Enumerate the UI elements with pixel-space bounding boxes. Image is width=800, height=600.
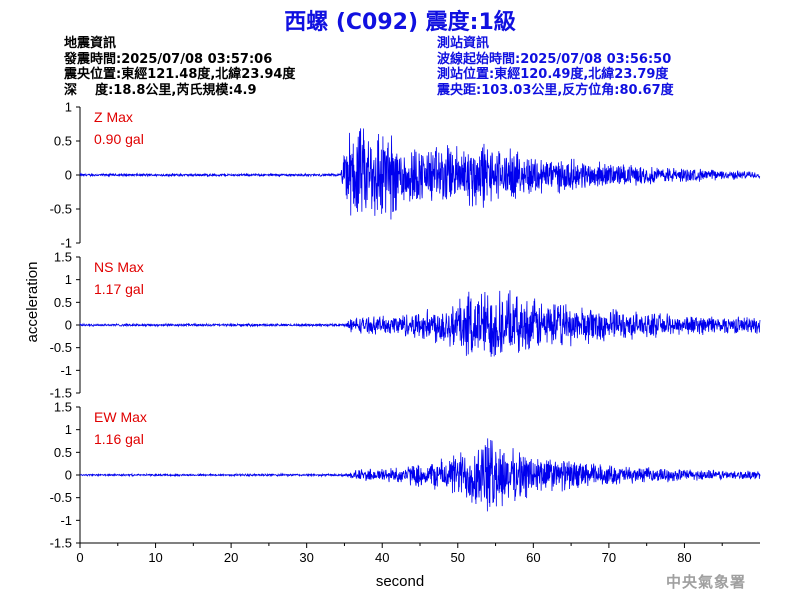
y-tick-label: -0.5: [50, 340, 72, 355]
station-location: 測站位置:東經120.49度,北緯23.79度: [437, 67, 669, 82]
x-tick-label: 50: [451, 550, 465, 565]
y-tick-label: 0.5: [54, 445, 72, 460]
x-tick-label: 70: [602, 550, 616, 565]
panel-2: 1.5 1 0.5 0 -0.5 -1 -1.5 EW Max 1.16 gal: [50, 400, 761, 551]
max-value: 1.17 gal: [94, 281, 144, 297]
depth-magnitude: 深 度:18.8公里,芮氏規模:4.9: [64, 82, 257, 98]
y-tick-label: 0.5: [54, 295, 72, 310]
y-tick-label: 0: [65, 168, 72, 183]
max-value: 0.90 gal: [94, 131, 144, 147]
y-tick-label: 1.5: [54, 250, 72, 265]
y-tick-label: -1.5: [50, 536, 72, 551]
y-tick-label: 0.5: [54, 134, 72, 149]
x-tick-label: 20: [224, 550, 238, 565]
x-axis-label: second: [376, 573, 424, 590]
y-tick-label: 1: [65, 422, 72, 437]
event-info-heading: 地震資訊: [64, 36, 117, 51]
max-label: Z Max: [94, 109, 133, 125]
panel-1: 1.5 1 0.5 0 -0.5 -1 -1.5 NS Max 1.17 gal: [50, 250, 761, 401]
x-tick-label: 0: [76, 550, 83, 565]
epicenter: 震央位置:東經121.48度,北緯23.94度: [64, 67, 296, 82]
y-axis-label: acceleration: [24, 262, 41, 343]
x-tick-label: 60: [526, 550, 540, 565]
y-tick-label: -0.5: [50, 202, 72, 217]
y-tick-label: -1: [60, 363, 72, 378]
y-tick-label: 0: [65, 468, 72, 483]
y-tick-label: -0.5: [50, 490, 72, 505]
max-label: EW Max: [94, 409, 147, 425]
panel-0: 1 0.5 0 -0.5 -1 Z Max 0.90 gal: [50, 100, 761, 251]
waveform-trace: [79, 438, 761, 512]
x-tick-label: 40: [375, 550, 389, 565]
max-label: NS Max: [94, 259, 144, 275]
distance-azimuth: 震央距:103.03公里,反方位角:80.67度: [437, 82, 674, 98]
station-info-heading: 測站資訊: [437, 36, 490, 51]
y-tick-label: 1: [65, 272, 72, 287]
y-tick-label: 1: [65, 100, 72, 115]
waveform-trace: [79, 128, 761, 220]
y-tick-label: -1.5: [50, 386, 72, 401]
wave-start-time: 波線起始時間:2025/07/08 03:56:50: [437, 51, 672, 67]
station-info: 測站資訊 波線起始時間:2025/07/08 03:56:50 測站位置:東經1…: [437, 36, 674, 98]
y-tick-label: 0: [65, 318, 72, 333]
y-tick-label: -1: [60, 513, 72, 528]
origin-time: 發震時間:2025/07/08 03:57:06: [64, 51, 273, 67]
y-tick-label: -1: [60, 236, 72, 251]
x-tick-label: 10: [148, 550, 162, 565]
agency-watermark: 中央氣象署: [665, 573, 746, 591]
page-title: 西螺 (C092) 震度:1級: [284, 10, 516, 35]
waveform-trace: [79, 290, 761, 357]
event-info: 地震資訊 發震時間:2025/07/08 03:57:06 震央位置:東經121…: [64, 36, 295, 98]
max-value: 1.16 gal: [94, 431, 144, 447]
y-tick-label: 1.5: [54, 400, 72, 415]
x-tick-label: 80: [677, 550, 691, 565]
x-tick-label: 30: [299, 550, 313, 565]
